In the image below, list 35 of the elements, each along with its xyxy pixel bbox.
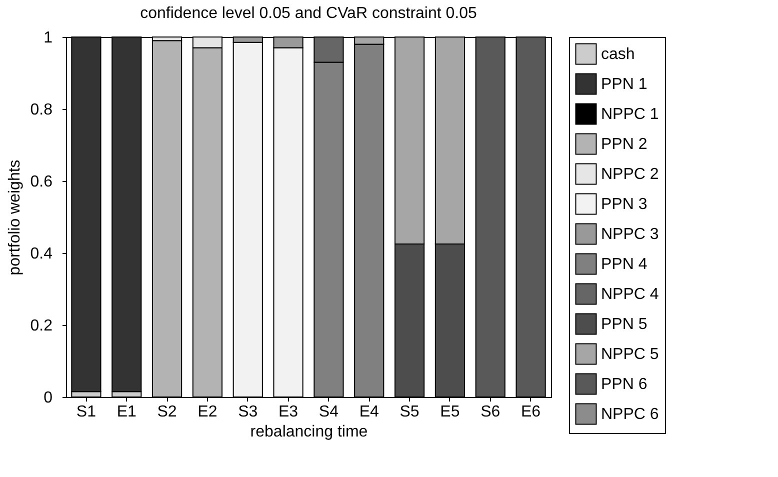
chart-title: confidence level 0.05 and CVaR constraint 0.05 bbox=[140, 5, 477, 22]
x-tick-label: E2 bbox=[198, 404, 218, 420]
legend-label: PPN 3 bbox=[601, 196, 648, 213]
y-tick-label: 0.4 bbox=[30, 246, 53, 262]
x-tick-label: E4 bbox=[359, 404, 380, 420]
bar bbox=[152, 40, 182, 398]
legend-label: PPN 5 bbox=[601, 316, 648, 333]
x-tick-label: S1 bbox=[76, 404, 96, 420]
x-tick-label: S4 bbox=[318, 404, 339, 420]
legend-label: NPPC 6 bbox=[601, 406, 659, 423]
x-tick-label: E5 bbox=[440, 404, 460, 420]
y-tick-label: 1 bbox=[44, 30, 53, 46]
y-tick-label: 0 bbox=[44, 390, 53, 406]
y-axis-title: portfolio weights bbox=[6, 160, 24, 276]
x-tick-label: S2 bbox=[157, 404, 177, 420]
legend-label: NPPC 5 bbox=[601, 346, 659, 363]
legend-label: PPN 1 bbox=[601, 76, 648, 93]
x-tick-label: S3 bbox=[238, 404, 258, 420]
y-tick-label: 0.8 bbox=[30, 102, 53, 118]
y-tick-label: 0.2 bbox=[30, 318, 53, 334]
x-tick-label: E3 bbox=[278, 404, 298, 420]
x-tick-label: E1 bbox=[116, 404, 137, 420]
y-tick-label: 0.6 bbox=[30, 174, 53, 190]
x-tick-label: E6 bbox=[521, 404, 541, 420]
legend-label: NPPC 1 bbox=[601, 106, 659, 123]
legend-label: NPPC 4 bbox=[601, 286, 659, 303]
x-tick-label: S6 bbox=[480, 404, 500, 420]
legend-label: PPN 6 bbox=[601, 376, 648, 393]
x-axis-title: rebalancing time bbox=[250, 424, 368, 440]
legend-label: PPN 2 bbox=[601, 136, 648, 153]
legend-label: cash bbox=[601, 46, 635, 63]
x-tick-label: S5 bbox=[400, 404, 420, 420]
legend-label: NPPC 3 bbox=[601, 226, 659, 243]
legend-label: NPPC 2 bbox=[601, 166, 659, 183]
legend-label: PPN 4 bbox=[601, 256, 648, 273]
